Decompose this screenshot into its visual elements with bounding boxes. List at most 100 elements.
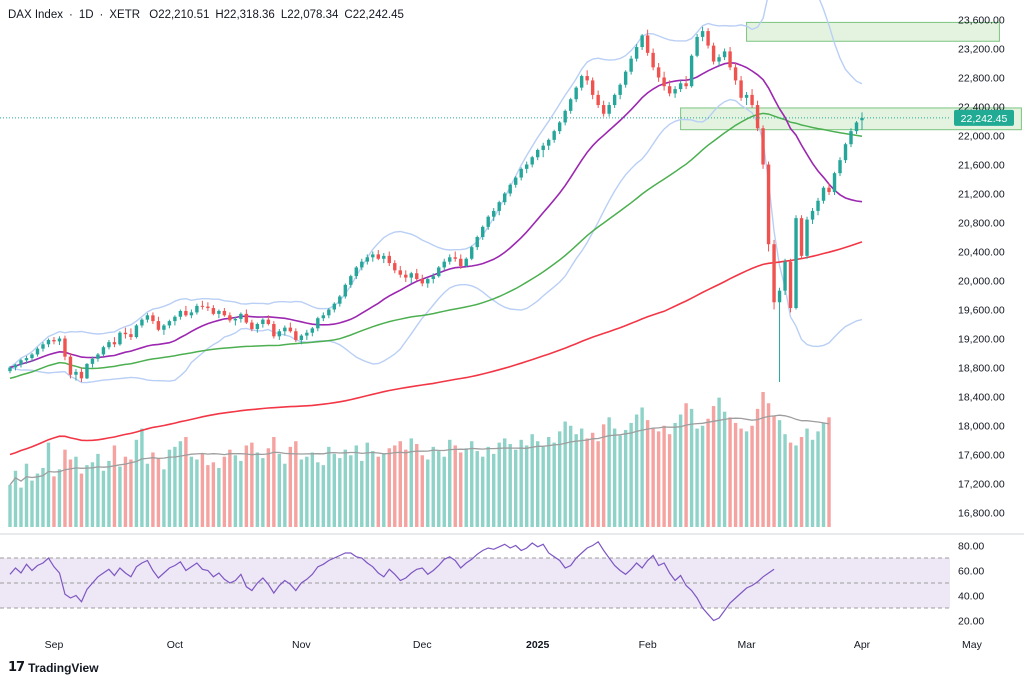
candle-body: [535, 150, 540, 158]
time-tick-label: May: [962, 639, 983, 651]
volume-bar: [772, 415, 776, 527]
symbol-header[interactable]: DAX Index · 1D · XETR O22,210.51 H22,318.36 L2…: [8, 9, 404, 21]
candle: [19, 358, 23, 368]
candlesticks: [8, 26, 864, 382]
candle: [470, 245, 474, 261]
candle: [755, 100, 760, 132]
volume-bar: [508, 444, 512, 527]
volume-bar: [134, 439, 139, 527]
volume-bar: [711, 406, 716, 527]
candle-body: [30, 354, 34, 359]
volume-bar: [574, 434, 578, 527]
candle-body: [854, 122, 859, 132]
candle: [607, 102, 611, 117]
candle: [695, 34, 699, 58]
candle-body: [360, 261, 364, 268]
candle: [585, 70, 589, 85]
bollinger-lower-line: [9, 98, 863, 384]
candle-body: [821, 187, 826, 201]
volume-bar: [541, 446, 545, 527]
volume-bar: [755, 408, 760, 527]
volume-bar: [607, 417, 611, 527]
candle: [783, 258, 787, 295]
candle: [673, 86, 677, 98]
candle-body: [722, 51, 727, 58]
candle-body: [13, 364, 18, 368]
tradingview-brand[interactable]: 17 TradingView: [8, 660, 99, 675]
candle-body: [244, 313, 249, 323]
volume-bar: [409, 438, 413, 527]
symbol-name[interactable]: DAX Index: [8, 9, 63, 21]
sma-slow-line: [9, 241, 863, 456]
volume-bar: [123, 456, 128, 527]
candle: [239, 312, 243, 323]
candle-body: [788, 261, 793, 309]
candle: [404, 270, 408, 282]
candle: [618, 83, 622, 100]
price-tick-label: 18,000.00: [958, 421, 1005, 433]
candle-body: [426, 279, 430, 284]
candle-body: [832, 173, 837, 193]
price-zone-0: [746, 21, 1000, 42]
candle: [250, 319, 254, 332]
volume-bar: [739, 428, 743, 527]
candle-body: [519, 168, 523, 178]
volume-bar: [492, 453, 496, 527]
candle: [343, 283, 348, 299]
interval-label[interactable]: 1D: [78, 9, 94, 21]
candle-body: [217, 310, 221, 314]
volume-bar: [431, 446, 435, 527]
candle: [678, 80, 683, 92]
volume-bar: [497, 442, 501, 527]
last-price-marker: 22,242.45: [0, 109, 1014, 126]
volume-bar: [266, 448, 271, 527]
volume-bar: [816, 431, 820, 527]
candle: [277, 329, 282, 340]
candle: [541, 142, 545, 158]
candle-body: [233, 318, 238, 321]
candle-body: [63, 338, 67, 357]
candle-body: [524, 164, 529, 169]
volume-bar: [283, 463, 287, 527]
volume-bar: [420, 455, 424, 527]
volume-bar: [288, 446, 293, 527]
candle: [640, 34, 644, 50]
volume-bar: [415, 444, 419, 527]
candle-body: [634, 47, 639, 59]
volume-bar: [310, 452, 315, 527]
candle-body: [541, 145, 545, 150]
candle: [272, 321, 276, 339]
volume-bar: [557, 431, 562, 527]
candle: [217, 309, 221, 319]
candle-body: [772, 244, 776, 303]
candle: [772, 239, 776, 310]
volume-bar: [827, 417, 831, 527]
candle-body: [19, 360, 23, 365]
candle-body: [442, 261, 446, 268]
candle: [151, 312, 155, 324]
candle-body: [503, 193, 507, 203]
volume-bar: [568, 425, 573, 527]
sma-fast-line: [9, 61, 863, 369]
volume-bar: [79, 473, 84, 527]
candle: [601, 100, 606, 117]
tradingview-logo-icon: 17: [8, 660, 25, 675]
volume-bar: [272, 437, 276, 527]
time-tick-label: Apr: [854, 639, 871, 651]
candle-body: [129, 334, 133, 338]
candle: [101, 345, 106, 357]
candle-body: [607, 105, 611, 114]
candle-body: [629, 58, 633, 72]
rsi-tick-label: 60.00: [958, 566, 984, 578]
candle-body: [332, 303, 337, 310]
candle: [222, 308, 227, 317]
candle-body: [816, 200, 820, 211]
candle: [821, 186, 826, 204]
candle-body: [508, 184, 512, 194]
candle: [854, 121, 859, 135]
time-tick-label: Mar: [738, 639, 757, 651]
volume-bar: [316, 462, 320, 527]
candle: [30, 353, 34, 362]
candle: [513, 176, 518, 188]
